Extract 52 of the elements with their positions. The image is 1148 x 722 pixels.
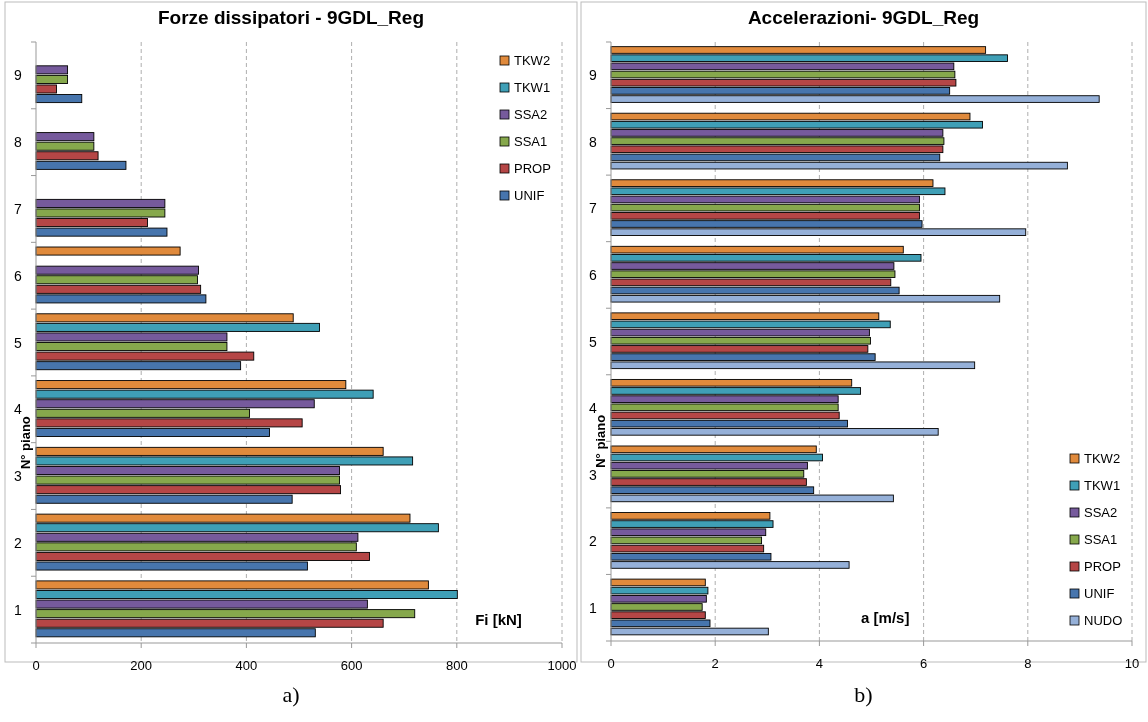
y-tick-label: 4	[589, 400, 598, 417]
x-tick-label: 2	[711, 656, 719, 671]
y-tick-label: 3	[14, 468, 23, 485]
y-axis-title: N° piano	[18, 416, 33, 470]
y-tick-label: 1	[14, 601, 23, 618]
legend-label: TKW1	[514, 80, 551, 95]
legend-label: SSA2	[1084, 505, 1118, 520]
legend-label: NUDO	[1084, 613, 1123, 628]
text: b)	[854, 682, 873, 707]
bar	[35, 246, 181, 256]
y-tick-label: 6	[14, 267, 23, 284]
y-axis-title: N° piano	[593, 414, 608, 468]
x-tick-label: 0	[32, 658, 40, 673]
y-tick-label: 2	[14, 534, 23, 551]
legend-label: SSA1	[514, 134, 548, 149]
legend-label: PROP	[1084, 559, 1121, 574]
y-tick-label: 8	[14, 134, 23, 151]
x-axis-title: Fi [kN]	[475, 611, 522, 628]
x-tick-label: 200	[130, 658, 153, 673]
y-tick-label: 8	[589, 133, 598, 150]
y-tick-label: 3	[589, 466, 598, 483]
x-tick-label: 600	[340, 658, 363, 673]
x-tick-label: 1000	[547, 658, 577, 673]
x-tick-label: 4	[815, 656, 824, 671]
x-tick-label: 8	[1024, 656, 1032, 671]
legend-label: PROP	[514, 161, 551, 176]
x-tick-label: 400	[235, 658, 258, 673]
y-tick-label: 7	[14, 200, 23, 217]
y-tick-label: 5	[14, 334, 23, 351]
legend-label: UNIF	[514, 188, 545, 203]
legend-label: TKW2	[514, 53, 551, 68]
x-tick-label: 6	[919, 656, 928, 671]
chart-title: Accelerazioni- 9GDL_Reg	[747, 7, 980, 28]
legend-label: TKW2	[1084, 451, 1121, 466]
y-tick-label: 9	[14, 67, 23, 84]
chart-title: Forze dissipatori - 9GDL_Reg	[157, 7, 425, 28]
y-tick-label: 1	[589, 599, 598, 616]
x-tick-label: 10	[1124, 656, 1140, 671]
y-tick-label: 6	[589, 266, 598, 283]
x-axis-title: a [m/s]	[861, 609, 910, 626]
legend-label: SSA1	[1084, 532, 1118, 547]
legend-label: TKW1	[1084, 478, 1121, 493]
y-tick-label: 2	[589, 533, 598, 550]
x-tick-label: 0	[607, 656, 615, 671]
legend-label: UNIF	[1084, 586, 1115, 601]
y-tick-label: 5	[589, 333, 598, 350]
y-tick-label: 4	[14, 401, 23, 418]
legend-label: SSA2	[514, 107, 548, 122]
text: a)	[282, 682, 300, 707]
y-tick-label: 7	[589, 200, 598, 217]
x-tick-label: 800	[445, 658, 468, 673]
y-tick-label: 9	[589, 67, 598, 84]
